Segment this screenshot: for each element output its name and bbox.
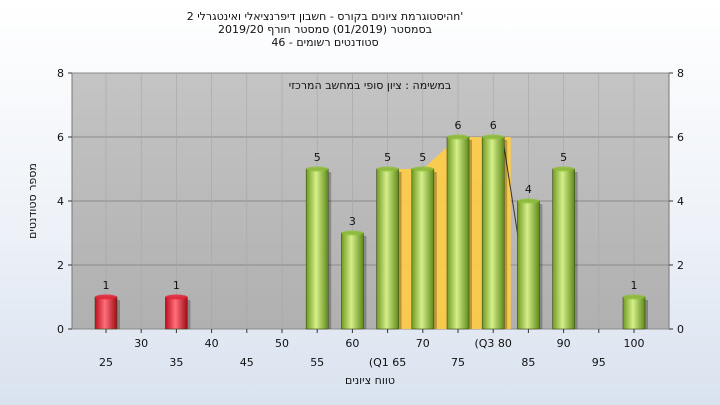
- data-label-90: 5: [560, 151, 567, 164]
- y-tick-label-left-4: 4: [57, 195, 64, 208]
- bar-55: [305, 166, 332, 330]
- data-labels: 1 1 5 3 5 5 6 6 4 5 1: [103, 119, 638, 292]
- bar-90: [552, 166, 578, 330]
- bar-cap-75: [447, 134, 469, 140]
- y-tick-label-right-2: 2: [677, 259, 684, 272]
- y-tick-label-right-0: 0: [677, 323, 684, 336]
- bar-cap-60: [341, 230, 364, 236]
- bar-rect-90: [552, 168, 575, 330]
- bar-cap-25: [95, 294, 117, 300]
- bar-60: [341, 230, 367, 330]
- x-tick-label-80: (Q3 80: [474, 337, 511, 350]
- y-tick-label-right-8: 8: [677, 67, 684, 80]
- bar-rect-85: [517, 200, 540, 330]
- bar-rect-75: [446, 136, 470, 330]
- bar-25: [94, 294, 120, 330]
- bar-rect-70: [411, 168, 435, 330]
- bar-cap-90: [552, 166, 575, 172]
- bar-cap-35: [165, 294, 188, 300]
- y-tick-label-left-0: 0: [57, 323, 64, 336]
- data-label-60: 3: [349, 215, 356, 228]
- bar-cap-100: [623, 294, 645, 300]
- x-tick-label-55: 55: [310, 356, 324, 369]
- x-tick-label-100: 100: [624, 337, 645, 350]
- x-tick-label-35: 35: [169, 356, 183, 369]
- x-tick-label-75: 75: [451, 356, 465, 369]
- data-label-75: 6: [455, 119, 462, 132]
- chart-title-line-3: סטודנטים רשומים - 46: [271, 36, 378, 49]
- bar-rect-55: [305, 168, 329, 330]
- data-label-35: 1: [173, 279, 180, 292]
- x-tick-label-40: 40: [205, 337, 219, 350]
- data-label-25: 1: [103, 279, 110, 292]
- x-tick-label-85: 85: [521, 356, 535, 369]
- bar-rect-80: [481, 136, 505, 330]
- bar-rect-60: [341, 232, 364, 330]
- data-label-85: 4: [525, 183, 532, 196]
- data-label-80: 6: [490, 119, 497, 132]
- y-tick-label-right-4: 4: [677, 195, 684, 208]
- x-tick-label-60: 60: [345, 337, 359, 350]
- x-tick-label-30: 30: [134, 337, 148, 350]
- bar-35: [165, 294, 191, 330]
- x-tick-label-65: (Q1 65: [369, 356, 406, 369]
- bar-75: [446, 134, 472, 330]
- y-axis-label: מספר סטודנטים: [26, 163, 39, 239]
- bar-rect-65: [376, 168, 399, 330]
- data-label-70: 5: [419, 151, 426, 164]
- x-tick-label-25: 25: [99, 356, 113, 369]
- bar-85: [517, 198, 543, 330]
- x-tick-label-70: 70: [416, 337, 430, 350]
- bar-cap-55: [306, 166, 329, 172]
- bars-group: [94, 134, 648, 330]
- data-label-65: 5: [384, 151, 391, 164]
- data-label-55: 5: [314, 151, 321, 164]
- chart-title-line-1: היסטוגרמת ציונים בקורס - חשבון דיפרנציאל…: [187, 10, 464, 23]
- bar-rect-35: [165, 296, 188, 330]
- y-tick-label-left-6: 6: [57, 131, 64, 144]
- bar-cap-70: [411, 166, 434, 172]
- x-tick-label-50: 50: [275, 337, 289, 350]
- x-tick-label-45: 45: [240, 356, 254, 369]
- x-axis-label: טווח ציונים: [345, 374, 395, 387]
- bar-65: [376, 166, 402, 330]
- y-tick-label-left-8: 8: [57, 67, 64, 80]
- chart-annotation: במשימה : ציון סופי במחשב המרכזי: [289, 79, 452, 92]
- bar-cap-65: [376, 166, 399, 172]
- bar-80: [481, 134, 508, 330]
- bar-70: [411, 166, 437, 330]
- y-tick-label-right-6: 6: [677, 131, 684, 144]
- bar-cap-80: [482, 134, 505, 140]
- y-tick-label-left-2: 2: [57, 259, 64, 272]
- bar-100: [622, 294, 648, 330]
- chart-title-line-2: בסמסטר (01/2019) סמסטר חורף 2019/20: [218, 23, 432, 36]
- bar-rect-25: [94, 296, 118, 330]
- bar-rect-100: [622, 296, 646, 330]
- bar-cap-85: [517, 198, 540, 204]
- x-tick-label-95: 95: [592, 356, 606, 369]
- x-tick-label-90: 90: [557, 337, 571, 350]
- data-label-100: 1: [631, 279, 638, 292]
